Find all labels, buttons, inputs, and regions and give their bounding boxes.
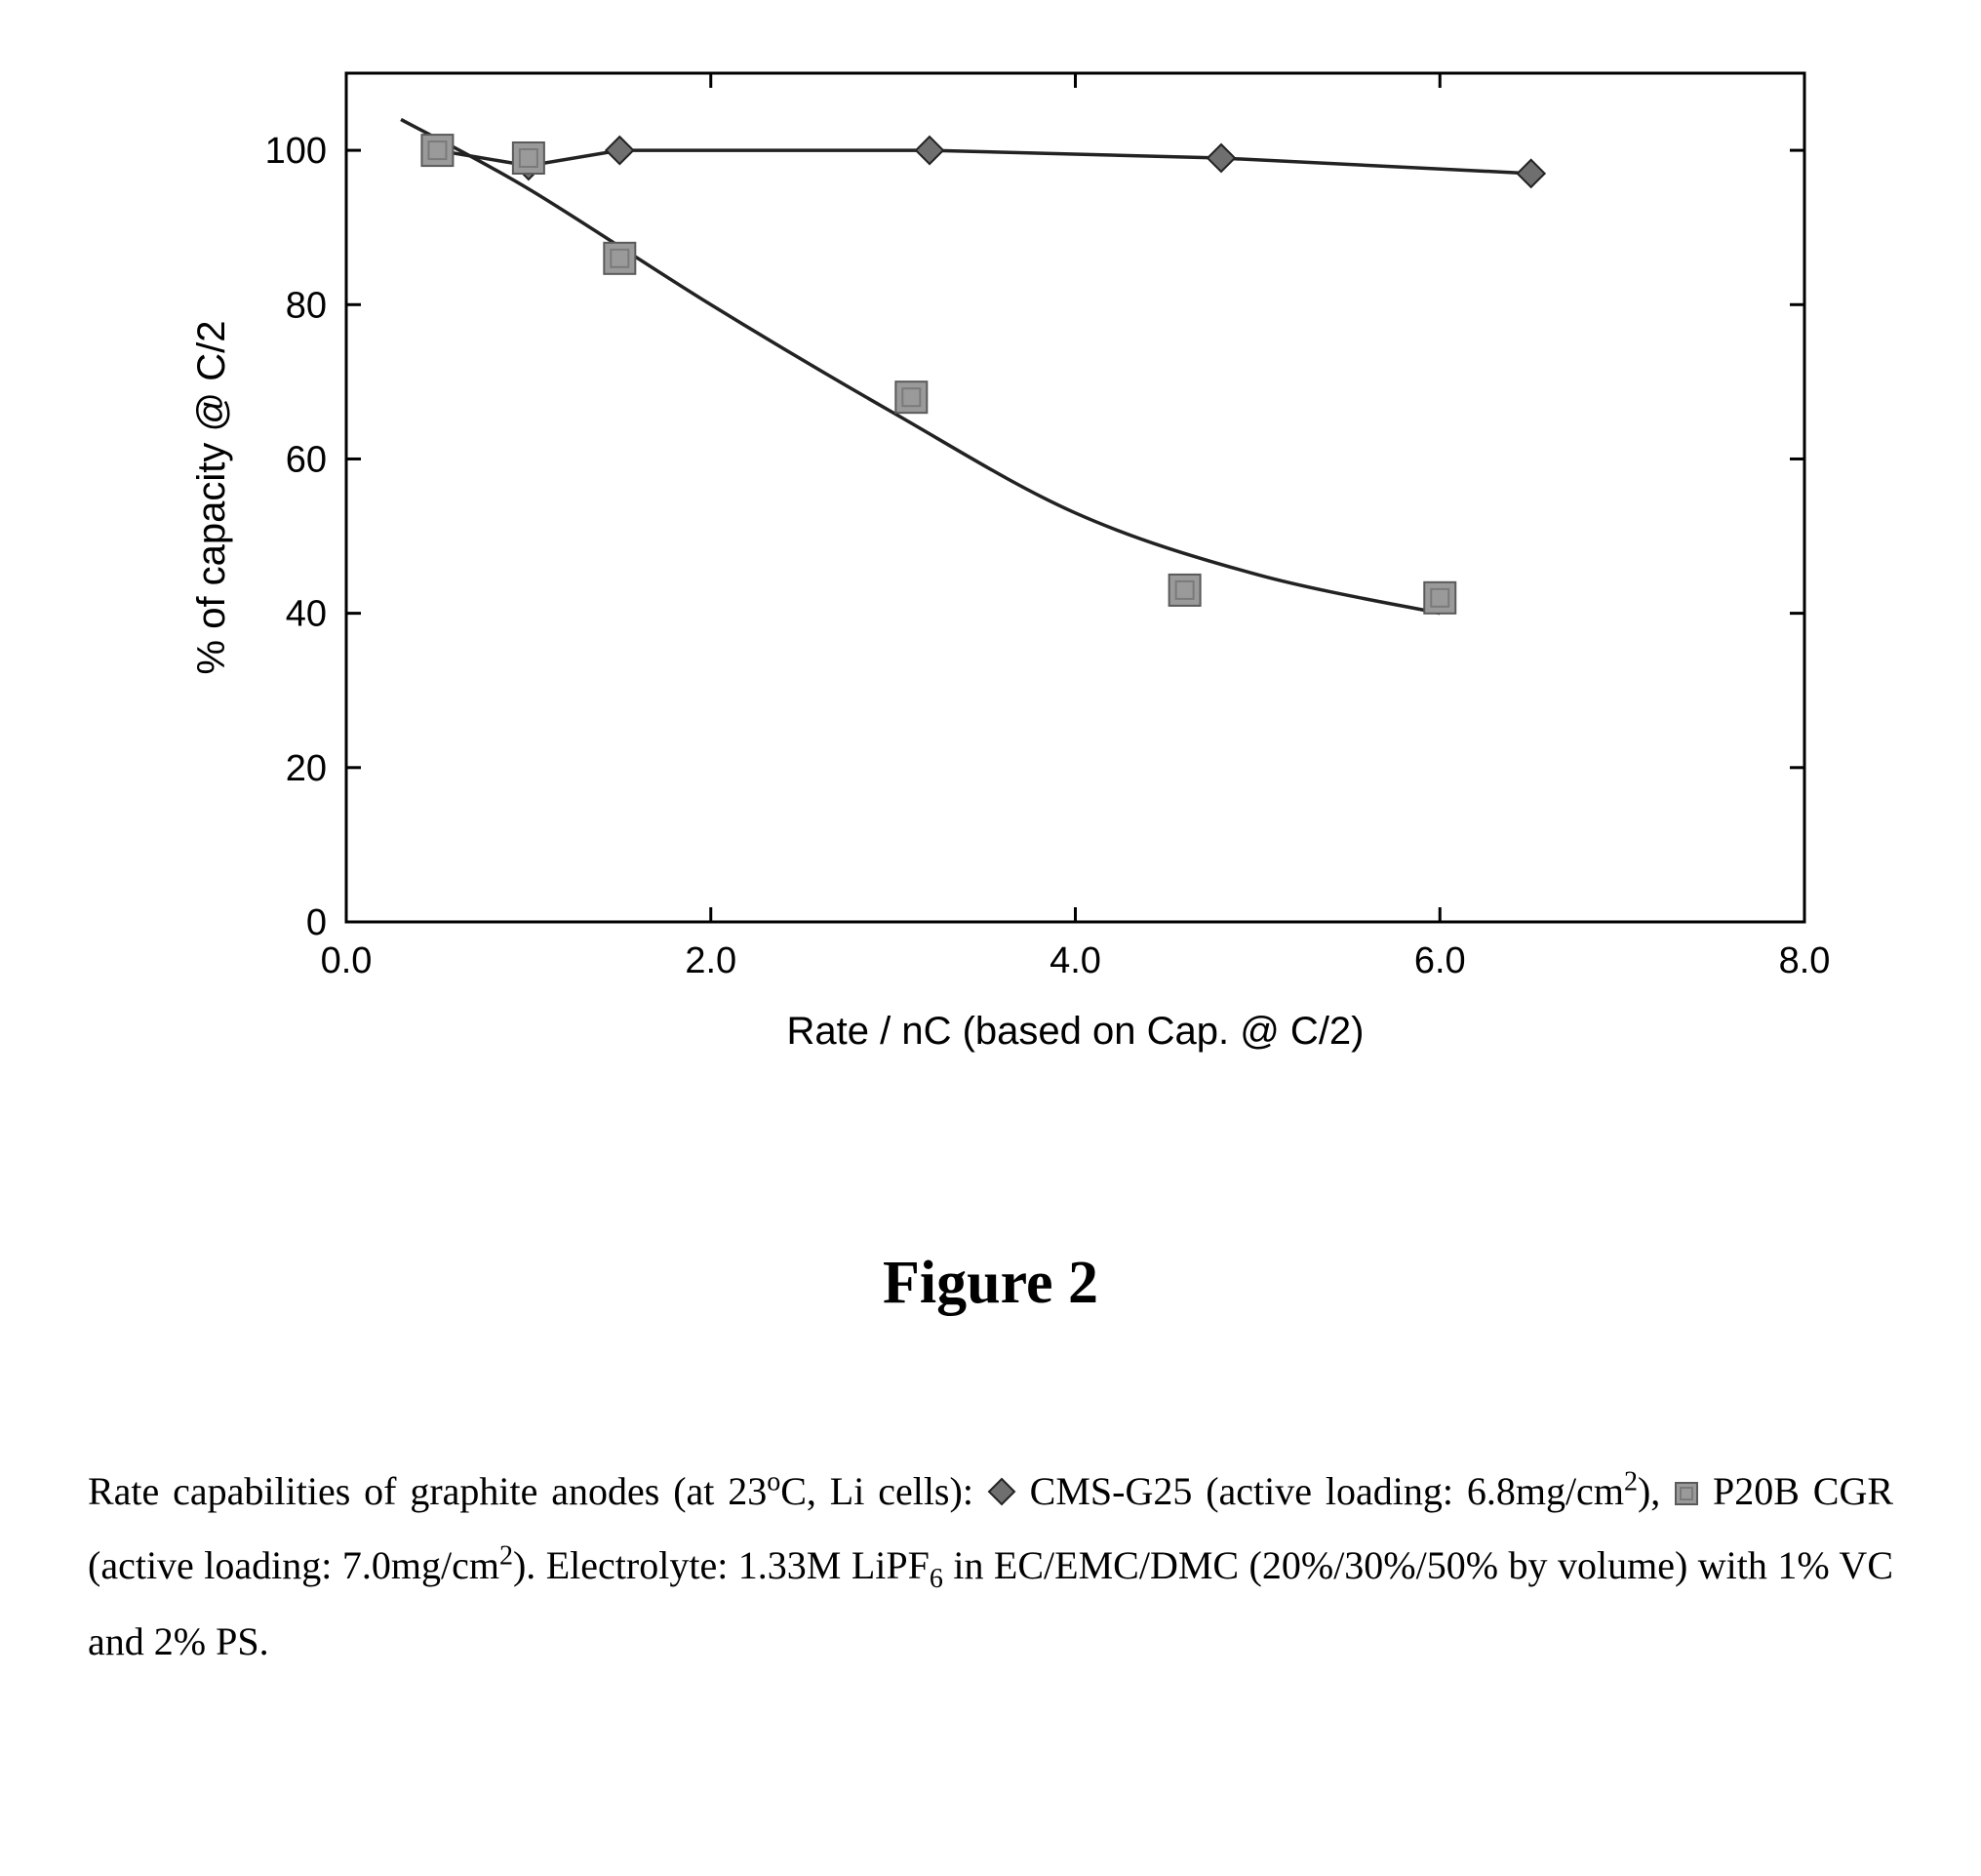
y-tick-label: 60 xyxy=(286,439,327,480)
x-tick-label: 2.0 xyxy=(685,940,736,981)
y-tick-label: 80 xyxy=(286,285,327,326)
sub-6: 6 xyxy=(930,1564,943,1594)
sup-2b: 2 xyxy=(499,1541,513,1572)
x-tick-label: 4.0 xyxy=(1050,940,1101,981)
y-axis-label: % of capacity @ C/2 xyxy=(190,321,233,675)
caption-text-3: CMS-G25 (active loading: 6.8mg/cm xyxy=(1016,1469,1624,1513)
caption-text-4: ), xyxy=(1638,1469,1674,1513)
x-axis-label: Rate / nC (based on Cap. @ C/2) xyxy=(787,1010,1365,1053)
y-tick-label: 40 xyxy=(286,594,327,635)
x-tick-label: 8.0 xyxy=(1779,940,1831,981)
caption-text-1: Rate capabilities of graphite anodes (at… xyxy=(88,1469,767,1513)
caption-text-2: C, Li cells): xyxy=(780,1469,987,1513)
caption-text-6: ). Electrolyte: 1.33M LiPF xyxy=(513,1543,930,1587)
figure-caption: Rate capabilities of graphite anodes (at… xyxy=(88,1455,1893,1679)
x-tick-label: 6.0 xyxy=(1414,940,1466,981)
y-tick-label: 100 xyxy=(265,131,327,172)
degree-sup: o xyxy=(767,1467,780,1497)
rate-capability-chart: 0.0 2.0 4.0 6.0 8.0 0 20 40 60 80 100 Rate / nC (ba… xyxy=(156,49,1853,1073)
y-tick-label: 0 xyxy=(306,902,327,943)
y-tick-label: 20 xyxy=(286,748,327,789)
diamond-icon xyxy=(987,1477,1016,1506)
figure-title: Figure 2 xyxy=(88,1249,1893,1318)
x-tick-label: 0.0 xyxy=(321,940,373,981)
square-icon xyxy=(1674,1481,1699,1506)
sup-2a: 2 xyxy=(1624,1467,1638,1497)
